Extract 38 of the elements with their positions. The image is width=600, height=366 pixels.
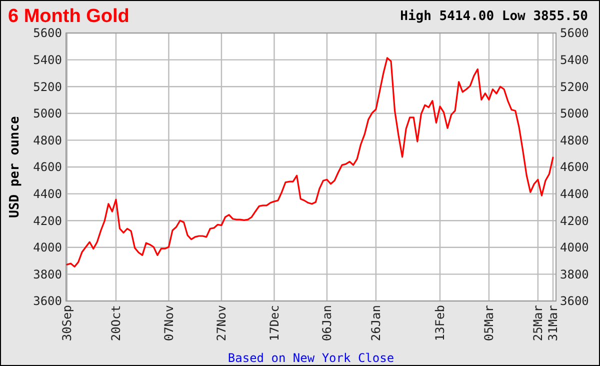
x-tick-label: 13Feb	[433, 305, 448, 342]
y2-tick-label: 4400	[560, 187, 589, 201]
y2-tick-label: 3800	[560, 267, 589, 282]
x-tick-label: 17Dec	[267, 305, 282, 342]
y-tick-label: 4200	[33, 214, 62, 228]
y2-tick-label: 4200	[560, 214, 589, 228]
x-tick-label: 27Nov	[214, 305, 229, 342]
y-tick-label: 4800	[33, 133, 62, 148]
x-tick-label: 26Jan	[369, 305, 384, 342]
y-tick-label: 5600	[33, 26, 62, 40]
y-tick-label: 4000	[33, 240, 62, 255]
y2-tick-label: 4000	[560, 240, 589, 255]
y-tick-label: 5000	[33, 106, 62, 121]
y2-tick-label: 5600	[560, 26, 589, 40]
x-tick-label: 07Nov	[162, 305, 176, 342]
x-tick-label: 25Mar	[531, 305, 546, 342]
y-axis-title: USD per ounce	[8, 116, 23, 218]
text: Based on New York Close	[228, 351, 394, 365]
y2-tick-label: 5200	[560, 80, 589, 94]
chart-title: 6 Month Gold	[8, 6, 130, 27]
y-tick-label: 5400	[33, 53, 62, 67]
line-series	[66, 57, 554, 268]
y2-tick-label: 4800	[560, 133, 589, 148]
chart-subtitle: High 5414.00 Low 3855.50	[400, 9, 588, 24]
y2-tick-label: 5000	[560, 106, 589, 121]
y2-tick-label: 5400	[560, 53, 589, 67]
y-tick-label: 3800	[33, 267, 62, 282]
x-tick-label: 31Mar	[546, 305, 560, 342]
x-tick-label: 05Mar	[482, 305, 496, 342]
y2-tick-label: 4600	[560, 160, 589, 174]
x-tick-label: 30Sep	[60, 305, 74, 342]
y-tick-label: 3600	[33, 294, 62, 308]
x-tick-label: 06Jan	[320, 305, 334, 342]
y-tick-label: 4600	[33, 160, 62, 174]
y-tick-label: 5200	[33, 80, 62, 94]
y-tick-label: 4400	[33, 187, 62, 201]
y2-tick-label: 3600	[560, 294, 589, 308]
x-tick-label: 20Oct	[109, 305, 124, 342]
